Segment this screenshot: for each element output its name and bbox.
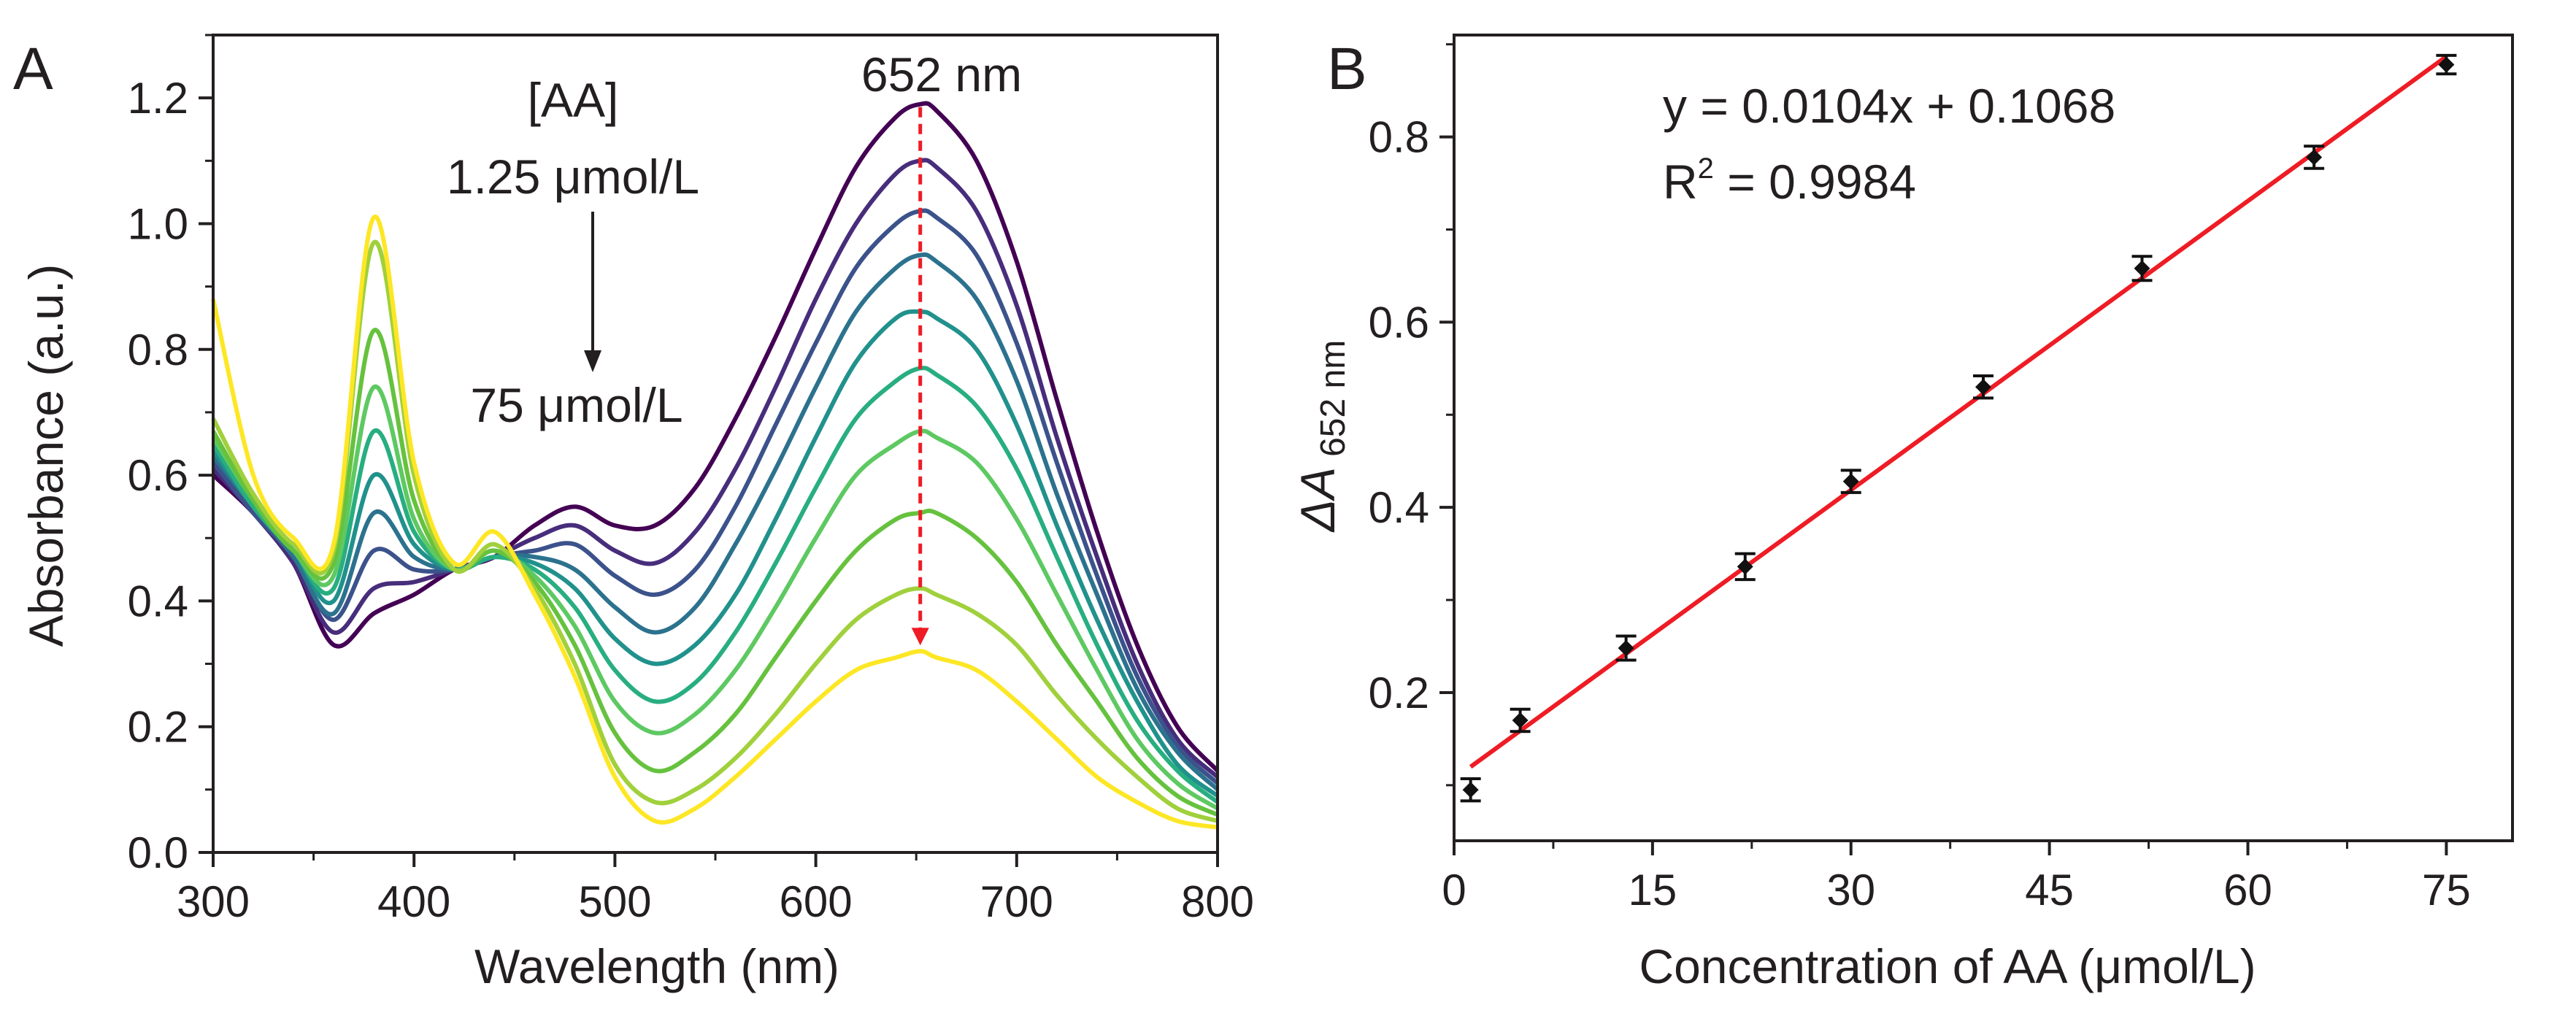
spectrum-line-4 (211, 252, 1220, 792)
data-point-2 (1510, 707, 1531, 733)
y-tick-label: 0.4 (128, 577, 188, 625)
spectrum-line-2 (211, 158, 1220, 779)
r-squared-r: R (1663, 155, 1698, 209)
panel-a-label: A (13, 36, 53, 102)
peak-decrease-arrowhead (911, 628, 929, 646)
data-marker (1512, 712, 1529, 729)
data-point-4 (1734, 552, 1756, 582)
panel-a-annotations: [AA] 1.25 μmol/L 75 μmol/L 652 nm (447, 47, 1022, 646)
delta-a-symbol: ΔA (1291, 467, 1345, 533)
spectrum-line-5 (211, 309, 1219, 798)
peak-wavelength-label: 652 nm (861, 47, 1022, 101)
concentration-arrow-head (584, 350, 601, 372)
x-tick-label: 600 (780, 877, 853, 926)
data-point-6 (1973, 374, 1993, 400)
data-point-7 (2131, 255, 2153, 282)
spectra-lines (211, 101, 1220, 830)
x-tick-label: 400 (377, 877, 450, 926)
data-points (1460, 53, 2457, 803)
x-tick-label: 75 (2422, 866, 2471, 914)
data-marker (1842, 473, 1859, 490)
y-tick-label: 0.8 (128, 326, 188, 374)
spectrum-line-8 (211, 328, 1219, 817)
panel-a-absorbance-spectra: A [AA] 1.25 μmol/L 75 μmol/L 652 nm 300 4… (13, 34, 1254, 993)
panel-b-label: B (1327, 36, 1367, 102)
data-marker (1618, 640, 1634, 657)
panel-b-ticks: 0 15 30 45 60 75 0.2 0.4 0.6 0.8 (1369, 43, 2471, 914)
data-marker (1462, 782, 1479, 798)
panel-b-y-axis-label: ΔA 652 nm (1291, 340, 1353, 533)
y-tick-label: 0.2 (128, 703, 188, 752)
x-tick-label: 60 (2223, 866, 2272, 914)
data-marker (1975, 379, 1991, 396)
data-marker (1737, 558, 1753, 575)
data-point-3 (1615, 634, 1637, 662)
r-squared-label: R2 = 0.9984 (1663, 153, 1916, 209)
data-point-8 (2304, 145, 2325, 170)
data-marker (2134, 260, 2150, 277)
y-tick-label: 0.8 (1369, 113, 1429, 162)
y-tick-label: 1.2 (128, 74, 188, 123)
x-tick-label: 500 (578, 877, 651, 926)
aa-concentration-bracket-label: [AA] (528, 73, 619, 127)
y-tick-label: 0.4 (1369, 483, 1429, 532)
panel-b-y-axis-label-text: ΔA 652 nm (1291, 340, 1353, 533)
y-tick-label: 0.0 (128, 828, 188, 877)
x-tick-label: 800 (1181, 877, 1254, 926)
data-point-9 (2436, 53, 2457, 76)
panel-b-axes-frame (1453, 34, 2514, 842)
x-tick-label: 0 (1442, 866, 1466, 914)
spectrum-line-10 (211, 215, 1218, 830)
x-tick-label: 15 (1629, 866, 1677, 914)
x-tick-label: 30 (1826, 866, 1875, 914)
r-squared-superscript: 2 (1698, 153, 1714, 185)
y-tick-label: 1.0 (128, 199, 188, 248)
r-squared-value: = 0.9984 (1714, 155, 1916, 209)
fit-equation: y = 0.0104x + 0.1068 (1663, 79, 2115, 133)
conc-end-label: 75 μmol/L (470, 378, 683, 432)
spectrum-line-6 (211, 366, 1219, 804)
data-point-5 (1840, 469, 1861, 494)
data-point-1 (1460, 777, 1481, 803)
panel-a-axes-frame (212, 34, 1219, 854)
panel-a-ticks: 300 400 500 600 700 800 0.0 0.2 0.4 0.6 0.8 1.0 1.2 (128, 34, 1254, 926)
spectrum-line-3 (211, 208, 1220, 785)
y-tick-label: 0.6 (128, 451, 188, 500)
panel-a-y-axis-label: Absorbance (a.u.) (19, 264, 73, 647)
panel-b-calibration-plot: B y = 0.0104x + 0.1068 R2 = 0.9984 0 15 30… (1291, 34, 2514, 993)
spectrum-line-1 (211, 101, 1220, 773)
x-tick-label: 700 (980, 877, 1053, 926)
wavelength-subscript: 652 nm (1314, 340, 1353, 457)
data-marker (2438, 56, 2455, 73)
y-tick-label: 0.2 (1369, 669, 1429, 717)
panel-b-x-axis-label: Concentration of AA (μmol/L) (1639, 939, 2256, 993)
data-marker (2306, 149, 2323, 166)
x-tick-label: 300 (177, 877, 250, 926)
spectrum-line-7 (211, 385, 1219, 811)
y-tick-label: 0.6 (1369, 298, 1429, 347)
panel-a-x-axis-label: Wavelength (nm) (474, 939, 839, 993)
x-tick-label: 45 (2025, 866, 2074, 914)
conc-start-label: 1.25 μmol/L (447, 150, 699, 204)
